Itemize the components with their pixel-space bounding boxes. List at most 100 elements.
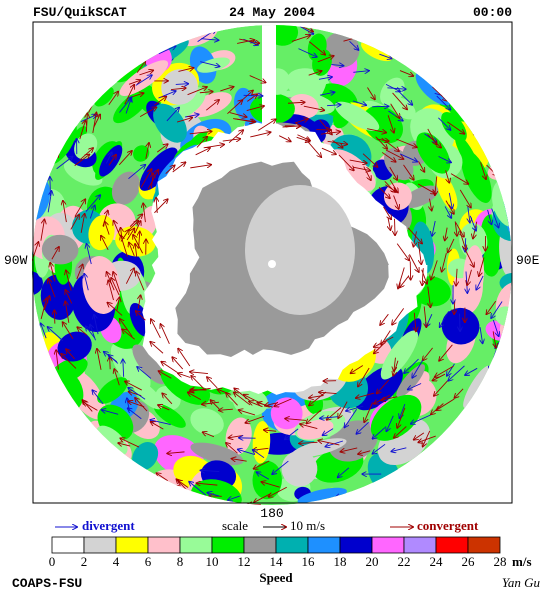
- label-180: 180: [260, 506, 283, 521]
- header-left: FSU/QuikSCAT: [33, 5, 127, 20]
- wind-vector: [172, 162, 186, 173]
- wind-vector: [272, 460, 289, 474]
- wind-vector: [239, 410, 256, 416]
- map-disc: [32, 25, 512, 505]
- speed-patch: [153, 103, 187, 143]
- antarctica-high: [245, 185, 355, 315]
- wind-vector: [308, 71, 322, 76]
- wind-vector: [150, 420, 171, 426]
- speed-patch: [94, 86, 114, 107]
- wind-vector: [448, 238, 455, 253]
- wind-vector: [178, 480, 189, 488]
- wind-vector: [274, 398, 292, 406]
- wind-vector: [394, 426, 407, 437]
- wind-vector: [239, 38, 259, 43]
- wind-vector: [287, 102, 305, 103]
- wind-vector: [427, 128, 437, 145]
- wind-vector: [154, 97, 166, 106]
- wind-vector: [126, 228, 134, 241]
- wind-vector: [487, 209, 492, 224]
- wind-vector: [97, 349, 102, 370]
- wind-vector: [154, 199, 167, 214]
- wind-vector: [107, 303, 123, 316]
- wind-vector: [162, 393, 173, 405]
- wind-vector: [372, 427, 386, 439]
- colorbar-tick-label: 8: [177, 554, 184, 569]
- wind-vector: [449, 192, 452, 208]
- wind-vector: [367, 128, 386, 133]
- speed-patch: [441, 307, 480, 345]
- color-swatch: [467, 536, 501, 554]
- wind-vector: [408, 383, 422, 389]
- wind-vector: [76, 265, 83, 280]
- wind-vector: [136, 311, 146, 321]
- colorbar-tick-label: 2: [81, 554, 88, 569]
- wind-vector: [300, 424, 318, 430]
- wind-vector: [376, 139, 389, 141]
- wind-vector: [285, 428, 299, 439]
- wind-vector: [294, 119, 308, 124]
- wind-vector: [135, 244, 137, 257]
- wind-vector: [349, 40, 359, 50]
- wind-vector: [435, 176, 437, 196]
- wind-vector: [190, 165, 211, 169]
- wind-vector: [381, 396, 398, 400]
- wind-vector: [147, 170, 158, 190]
- wind-vector: [47, 191, 51, 213]
- colorbar-tick-label: 16: [302, 554, 316, 569]
- wind-vector: [139, 70, 153, 76]
- wind-vector: [108, 92, 118, 105]
- wind-vector: [61, 354, 77, 369]
- wind-vector: [439, 344, 453, 361]
- wind-vector: [387, 88, 405, 89]
- wind-vector: [254, 460, 270, 469]
- wind-vector: [387, 115, 394, 132]
- wind-vector: [166, 108, 179, 122]
- wind-vector: [399, 70, 413, 76]
- wind-vector: [364, 42, 386, 44]
- speed-patch: [454, 134, 480, 173]
- wind-vector: [338, 401, 348, 418]
- wind-vector: [196, 137, 207, 148]
- pole: [268, 260, 276, 268]
- speed-patch: [110, 342, 151, 392]
- wind-vector: [320, 132, 340, 135]
- wind-vector: [90, 325, 96, 341]
- wind-vector: [206, 100, 219, 111]
- wind-vector: [108, 280, 114, 301]
- wind-vector: [356, 392, 375, 398]
- wind-vector: [70, 215, 79, 230]
- wind-vector: [32, 235, 34, 256]
- wind-vector: [454, 388, 464, 398]
- wind-vector: [41, 323, 47, 339]
- wind-vector: [381, 330, 391, 344]
- wind-vector: [136, 271, 145, 291]
- wind-vector: [390, 103, 400, 118]
- wind-vector: [306, 409, 322, 423]
- wind-vector: [404, 358, 419, 373]
- wind-vector: [455, 221, 457, 235]
- wind-vector: [160, 324, 170, 344]
- legend-scale: scale: [222, 518, 248, 533]
- wind-vector: [257, 472, 270, 480]
- wind-vector: [400, 276, 409, 288]
- speed-patch: [190, 442, 244, 466]
- wind-vector: [129, 243, 135, 257]
- wind-vector: [434, 380, 449, 396]
- wind-vector: [82, 400, 93, 412]
- wind-vector: [140, 169, 151, 188]
- wind-vector: [423, 430, 431, 447]
- wind-vector: [203, 432, 215, 438]
- wind-vector: [380, 313, 389, 325]
- wind-vector: [444, 206, 451, 218]
- wind-vector: [40, 219, 45, 241]
- colorbar-tick-label: 26: [462, 554, 476, 569]
- wind-vector: [134, 221, 141, 234]
- wind-vector: [364, 402, 374, 422]
- wind-vector: [50, 263, 56, 282]
- wind-vector: [379, 53, 391, 58]
- wind-vector: [74, 154, 90, 167]
- wind-vector: [392, 92, 407, 109]
- wind-vector: [111, 278, 120, 296]
- speed-patch: [190, 408, 224, 436]
